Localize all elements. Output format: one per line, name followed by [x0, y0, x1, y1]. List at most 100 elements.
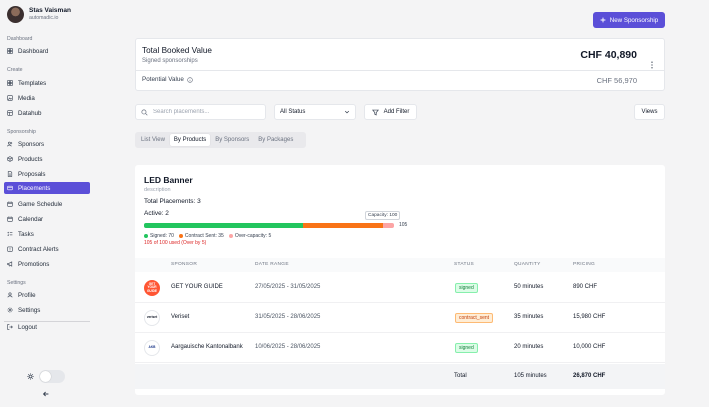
summary-subtitle: Signed sponsorships: [142, 58, 198, 64]
legend-label: Signed: 70: [150, 233, 174, 239]
sidebar-item-label: Products: [18, 155, 43, 163]
status-select-value: All Status: [280, 109, 306, 115]
sidebar-item-label: Dashboard: [18, 47, 49, 55]
sidebar-item-sponsors[interactable]: Sponsors: [4, 138, 90, 150]
over-capacity-note: 105 of 100 used (Over by 5): [144, 240, 207, 246]
pricing: 10,000 CHF: [573, 344, 606, 350]
new-sponsorship-button[interactable]: New Sponsorship: [593, 12, 665, 28]
theme-switcher: [27, 370, 65, 383]
collapse-sidebar-icon[interactable]: [42, 390, 50, 398]
add-filter-button[interactable]: Add Filter: [364, 104, 417, 120]
sidebar-item-label: Sponsors: [18, 140, 45, 148]
calendar-icon: [7, 201, 13, 207]
legend-label: Over-capacity: 5: [234, 233, 272, 239]
sidebar-item-contract-alerts[interactable]: Contract Alerts: [4, 243, 90, 255]
col-date-range: DATE RANGE: [255, 262, 289, 267]
sidebar-item-products[interactable]: Products: [4, 153, 90, 165]
potential-value-label-row: Potential Value: [142, 76, 193, 83]
sidebar-item-placements[interactable]: Placements: [4, 182, 90, 194]
logout-button[interactable]: Logout: [4, 321, 90, 333]
total-label: Total: [454, 373, 467, 379]
pricing: 15,980 CHF: [573, 314, 606, 320]
chevron-down-icon: [344, 110, 350, 114]
date-range: 10/06/2025 - 28/06/2025: [255, 344, 321, 350]
table-header: SPONSOR DATE RANGE STATUS QUANTITY PRICI…: [135, 258, 665, 272]
sidebar-item-label: Tasks: [18, 230, 34, 238]
search-icon: [141, 108, 148, 116]
views-label: Views: [641, 109, 658, 115]
sidebar-item-media[interactable]: Media: [4, 92, 90, 104]
sidebar-item-label: Placements: [18, 184, 51, 192]
info-icon[interactable]: [187, 76, 193, 83]
sponsor-logo: AKB: [144, 340, 160, 356]
capacity-bar-total: 105: [399, 222, 408, 228]
tasks-icon: [7, 231, 13, 236]
megaphone-icon: [7, 261, 13, 267]
tab-list-view[interactable]: List View: [141, 137, 165, 143]
capacity-label: Capacity: 100: [365, 211, 401, 220]
legend-dot: [228, 234, 233, 238]
sidebar-item-promotions[interactable]: Promotions: [4, 258, 90, 270]
sidebar-item-settings[interactable]: Settings: [4, 304, 90, 316]
sidebar-divider: [4, 321, 90, 322]
product-panel: LED Banner description Total Placements:…: [135, 165, 665, 395]
sidebar-item-datahub[interactable]: Datahub: [4, 107, 90, 119]
sidebar-item-label: Proposals: [18, 170, 46, 178]
sidebar-item-label: Templates: [18, 79, 47, 87]
section-label-create: Create: [7, 67, 23, 73]
capacity-bar: [144, 223, 394, 228]
legend-contract-sent: Contract Sent: 35: [178, 233, 224, 239]
table-row[interactable]: veriset Veriset 31/05/2025 - 28/06/2025 …: [135, 303, 665, 333]
table-row[interactable]: GET YOUR GUIDE GET YOUR GUIDE 27/05/2025…: [135, 273, 665, 303]
sidebar-item-profile[interactable]: Profile: [4, 289, 90, 301]
sidebar-item-proposals[interactable]: Proposals: [4, 168, 90, 180]
avatar: [7, 6, 24, 23]
views-button[interactable]: Views: [634, 104, 665, 120]
sidebar-item-dashboard[interactable]: Dashboard: [4, 45, 90, 57]
total-quantity: 105 minutes: [514, 373, 547, 379]
file-icon: [7, 171, 13, 177]
tab-by-packages[interactable]: By Packages: [258, 137, 294, 143]
box-icon: [7, 156, 13, 162]
logout-icon: [7, 324, 13, 330]
sidebar-item-label: Game Schedule: [18, 200, 63, 208]
sidebar-item-label: Calendar: [18, 215, 44, 223]
sponsor-name: GET YOUR GUIDE: [171, 284, 223, 290]
plus-icon: [600, 17, 606, 23]
status-select[interactable]: All Status: [274, 104, 356, 120]
more-options-icon[interactable]: [650, 61, 654, 69]
col-pricing: PRICING: [573, 262, 596, 267]
sidebar-item-calendar[interactable]: Calendar: [4, 213, 90, 225]
theme-toggle[interactable]: [39, 370, 65, 383]
filter-icon: [371, 109, 379, 116]
sponsor-name: Veriset: [171, 314, 190, 320]
section-label-sponsorship: Sponsorship: [7, 129, 36, 135]
legend-dot: [178, 234, 183, 238]
search-box[interactable]: [135, 104, 266, 120]
grid-icon: [7, 80, 13, 86]
sidebar: Stas Vaisman automadic.io Dashboard Dash…: [0, 0, 94, 407]
status-badge: signed: [455, 343, 478, 353]
sidebar-item-tasks[interactable]: Tasks: [4, 228, 90, 240]
capacity-bar-over: [382, 223, 394, 228]
user-name: Stas Vaisman: [29, 7, 71, 14]
tab-by-sponsors[interactable]: By Sponsors: [215, 137, 250, 143]
total-booked-value-card: Total Booked Value Signed sponsorships C…: [135, 38, 665, 91]
user-email: automadic.io: [29, 15, 59, 21]
sidebar-item-game-schedule[interactable]: Game Schedule: [4, 198, 90, 210]
col-quantity: QUANTITY: [514, 262, 541, 267]
summary-divider: [136, 70, 664, 71]
status-badge: contract_sent: [455, 313, 494, 323]
add-filter-label: Add Filter: [383, 109, 410, 115]
sidebar-item-templates[interactable]: Templates: [4, 77, 90, 89]
user-profile[interactable]: Stas Vaisman automadic.io: [7, 6, 71, 23]
search-input[interactable]: [153, 109, 253, 115]
legend-over-capacity: Over-capacity: 5: [228, 233, 272, 239]
sponsor-name: Aargauische Kantonalbank: [171, 344, 243, 350]
tab-by-products[interactable]: By Products: [169, 134, 211, 146]
status-badge: signed: [455, 283, 478, 293]
potential-value-label: Potential Value: [142, 76, 184, 83]
table-row[interactable]: AKB Aargauische Kantonalbank 10/06/2025 …: [135, 333, 665, 363]
image-icon: [7, 95, 13, 101]
date-range: 31/05/2025 - 28/06/2025: [255, 314, 321, 320]
